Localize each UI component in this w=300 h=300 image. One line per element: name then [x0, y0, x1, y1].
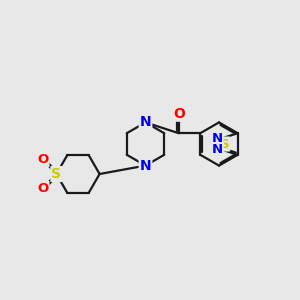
Text: S: S: [220, 137, 229, 151]
Text: S: S: [51, 167, 62, 181]
Text: N: N: [212, 143, 223, 156]
Text: O: O: [173, 107, 184, 121]
Text: O: O: [37, 182, 49, 195]
Text: N: N: [140, 116, 151, 129]
Text: N: N: [140, 159, 151, 172]
Text: N: N: [212, 132, 223, 145]
Text: O: O: [37, 153, 49, 166]
